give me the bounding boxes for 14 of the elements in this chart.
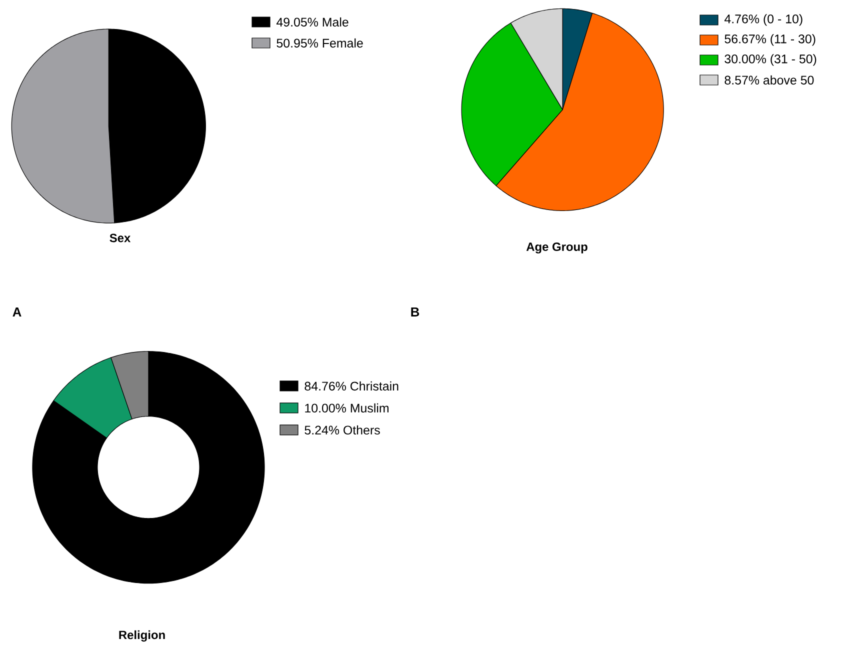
legend-label: 10.00% Muslim — [305, 403, 388, 413]
text: Age Group — [526, 242, 588, 254]
legend-label: 4.76% (0 - 10) — [724, 14, 802, 26]
legend-label: 30.00% (31 - 50) — [724, 54, 816, 66]
text: A — [12, 308, 22, 316]
text: B — [411, 308, 420, 316]
legend-label: 5.24% Others — [304, 425, 380, 435]
legend-label: 49.05% Male — [276, 17, 348, 27]
legend-label: 84.76% Christain — [304, 381, 398, 391]
legend-label: 50.95% Female — [276, 38, 363, 48]
legend-label: 8.57% above 50 — [724, 75, 814, 85]
text: Sex — [110, 234, 131, 242]
text: Religion — [119, 630, 165, 642]
legend-label: 56.67% (11 - 30) — [724, 34, 816, 46]
